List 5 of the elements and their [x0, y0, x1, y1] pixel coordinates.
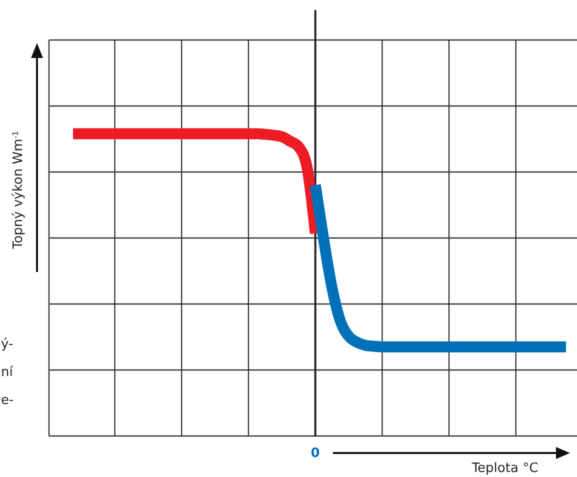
- text: e-: [1, 393, 14, 408]
- x-axis-title: Teplota °C: [470, 461, 538, 476]
- text: ý-: [1, 337, 14, 352]
- text: ní: [1, 365, 14, 380]
- text: 0: [310, 446, 320, 461]
